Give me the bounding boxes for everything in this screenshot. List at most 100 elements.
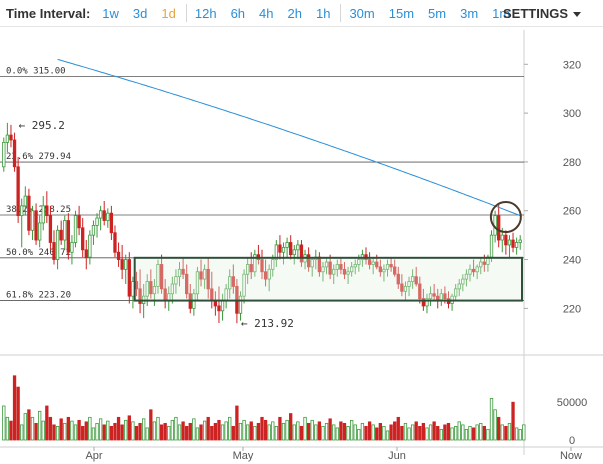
interval-6h[interactable]: 6h — [230, 5, 246, 21]
volume-bar — [471, 427, 476, 441]
interval-30m[interactable]: 30m — [349, 5, 375, 21]
candle-body — [457, 283, 461, 290]
interval-1d[interactable]: 1d — [161, 5, 176, 21]
volume-bar — [278, 416, 282, 441]
volume-bar — [48, 416, 53, 441]
candle-body — [271, 259, 275, 270]
candle-body — [321, 266, 325, 273]
volume-bar — [217, 419, 221, 441]
candle-body — [410, 276, 415, 282]
candle-body — [206, 268, 210, 290]
candle-body — [385, 264, 390, 270]
volume-bar — [511, 401, 515, 441]
volume-bar — [167, 425, 171, 441]
volume-bar — [263, 419, 268, 441]
volume-bar — [328, 418, 332, 441]
volume-bar — [170, 419, 175, 441]
volume-bar — [475, 424, 479, 441]
interval-3m[interactable]: 3m — [460, 5, 479, 21]
candle-body — [138, 288, 142, 304]
volume-bar — [332, 424, 336, 441]
candle-body — [120, 259, 124, 270]
candle-body — [213, 300, 218, 307]
candle-body — [45, 205, 49, 217]
volume-bar — [346, 425, 350, 441]
volume-bar — [267, 424, 271, 441]
candle-body — [353, 264, 357, 268]
volume-bar — [489, 398, 494, 441]
candle-body — [324, 261, 329, 268]
settings-button[interactable]: SETTINGS — [503, 6, 581, 21]
candle-body — [116, 251, 121, 260]
volume-bar — [446, 422, 451, 441]
volume-series — [2, 375, 526, 441]
candle-body — [421, 298, 426, 307]
candle-body — [453, 288, 458, 297]
volume-bar — [63, 422, 67, 441]
price-tick-label: 240 — [563, 255, 581, 267]
volume-bar — [321, 425, 325, 441]
volume-bar — [464, 429, 469, 441]
candle-body — [5, 134, 10, 143]
fib-label: 0.0% 315.00 — [6, 66, 66, 76]
interval-15m[interactable]: 15m — [388, 5, 415, 21]
interval-2h[interactable]: 2h — [287, 5, 302, 21]
candle-body — [217, 305, 221, 312]
volume-bar — [507, 422, 512, 441]
candle-body — [263, 271, 268, 280]
volume-bar — [106, 420, 110, 441]
candle-body — [73, 215, 78, 243]
interval-12h[interactable]: 12h — [194, 5, 217, 21]
candle-body — [95, 217, 99, 226]
price-tick-label: 280 — [563, 157, 581, 169]
candle-body — [245, 264, 250, 275]
interval-3d[interactable]: 3d — [132, 5, 148, 21]
interval-separator — [340, 4, 342, 22]
volume-bar — [138, 422, 142, 441]
price-tick-label: 300 — [563, 108, 581, 120]
volume-bar — [220, 424, 225, 441]
candle-body — [63, 220, 67, 241]
volume-bar — [116, 416, 121, 441]
volume-bar — [256, 422, 261, 441]
volume-bar — [382, 425, 386, 441]
volume-bar — [428, 424, 433, 441]
volume-bar — [149, 409, 153, 441]
candle-body — [514, 242, 519, 248]
volume-bar — [271, 421, 275, 441]
candle-body — [145, 281, 149, 297]
volume-bar — [185, 425, 189, 441]
ma-path — [57, 58, 521, 217]
interval-5m[interactable]: 5m — [428, 5, 447, 21]
candle-body — [378, 266, 383, 273]
interval-1m[interactable]: 1m — [492, 5, 511, 21]
volume-bar — [202, 420, 207, 441]
volume-bar — [378, 422, 383, 441]
volume-bar — [206, 416, 210, 441]
candle-body — [393, 266, 397, 275]
volume-bar — [400, 425, 404, 441]
highlight-circle — [489, 201, 522, 234]
candle-body — [518, 239, 522, 243]
candle-body — [339, 264, 343, 270]
interval-1w[interactable]: 1w — [102, 5, 119, 21]
candle-body — [425, 298, 429, 307]
candle-body — [296, 244, 300, 251]
candle-body — [342, 268, 347, 275]
candle-body — [152, 286, 157, 295]
interval-1h[interactable]: 1h — [315, 5, 331, 21]
volume-bar — [410, 424, 415, 441]
volume-bar — [27, 409, 31, 441]
interval-4h[interactable]: 4h — [259, 5, 274, 21]
candle-body — [260, 259, 264, 273]
volume-bar — [342, 422, 347, 441]
volume-bar — [353, 424, 357, 441]
candle-body — [367, 259, 372, 265]
candle-body — [84, 249, 88, 258]
volume-bar — [38, 410, 42, 441]
candle-body — [81, 227, 85, 251]
volume-bar — [181, 421, 185, 441]
volume-bar — [339, 421, 343, 441]
volume-bar — [396, 416, 400, 441]
